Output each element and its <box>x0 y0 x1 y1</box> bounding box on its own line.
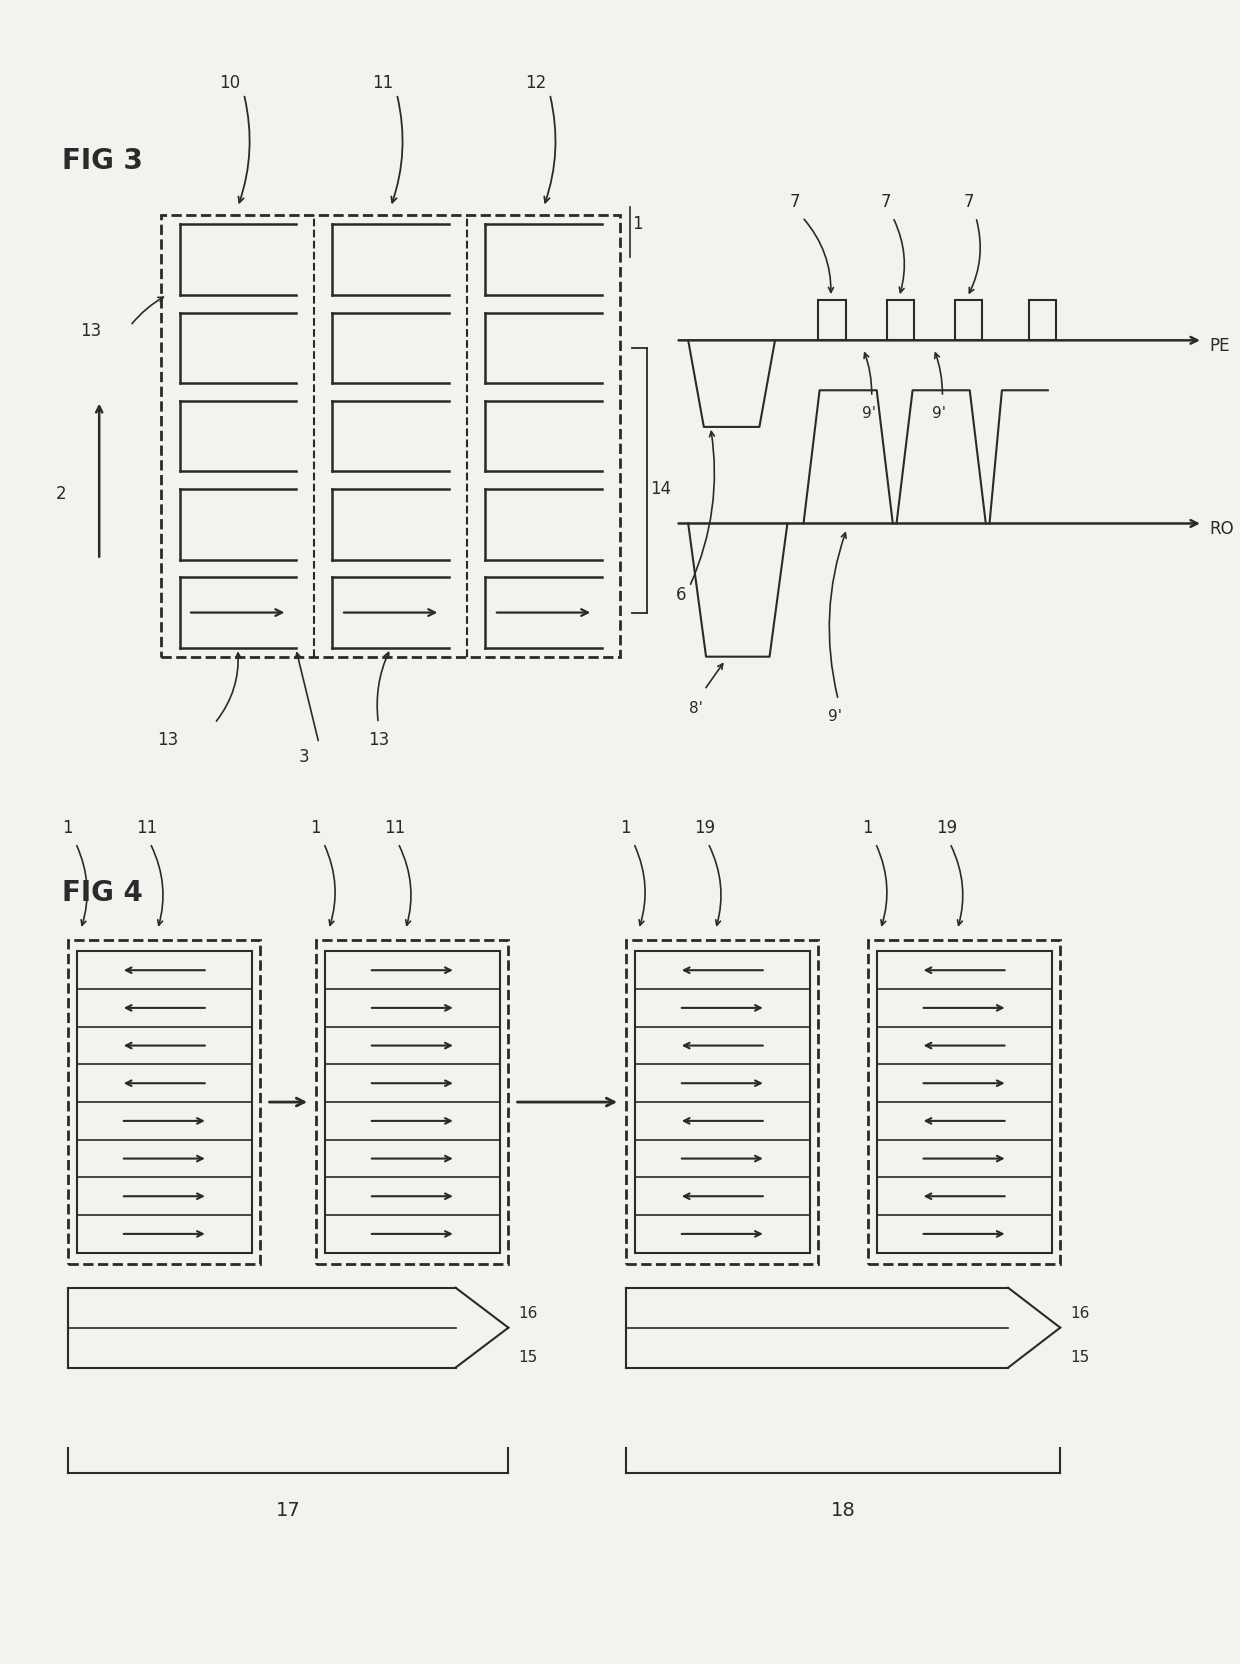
Text: 3: 3 <box>299 747 310 765</box>
Text: 9': 9' <box>828 709 842 724</box>
Text: 13: 13 <box>81 321 102 339</box>
Text: 17: 17 <box>275 1501 300 1519</box>
Text: FIG 3: FIG 3 <box>62 146 143 175</box>
Text: 13: 13 <box>367 730 389 749</box>
Text: 19: 19 <box>936 819 957 837</box>
Text: 9': 9' <box>932 406 946 421</box>
Bar <box>877 952 1052 1253</box>
Text: 18: 18 <box>831 1501 856 1519</box>
Text: 7: 7 <box>880 193 890 211</box>
Text: 1: 1 <box>632 215 644 233</box>
Text: 9': 9' <box>862 406 875 421</box>
Text: 11: 11 <box>136 819 157 837</box>
Text: 1: 1 <box>310 819 321 837</box>
Bar <box>68 940 260 1265</box>
Text: 11: 11 <box>372 73 393 92</box>
Bar <box>77 952 252 1253</box>
Text: 2: 2 <box>56 484 67 503</box>
Text: 8': 8' <box>689 701 703 716</box>
Text: 14: 14 <box>650 479 671 498</box>
Text: 1: 1 <box>862 819 873 837</box>
Text: 15: 15 <box>1070 1350 1090 1364</box>
Text: 12: 12 <box>525 73 546 92</box>
Text: 16: 16 <box>518 1305 538 1320</box>
Bar <box>626 940 818 1265</box>
Text: FIG 4: FIG 4 <box>62 879 143 907</box>
Bar <box>955 301 982 341</box>
Text: 1: 1 <box>620 819 631 837</box>
Text: 10: 10 <box>219 73 241 92</box>
Text: PE: PE <box>1209 336 1230 354</box>
Text: 7: 7 <box>790 193 800 211</box>
Text: RO: RO <box>1209 519 1234 537</box>
Text: 13: 13 <box>157 730 179 749</box>
Text: 19: 19 <box>694 819 715 837</box>
Text: 1: 1 <box>62 819 73 837</box>
Text: 16: 16 <box>1070 1305 1090 1320</box>
Bar <box>316 940 508 1265</box>
Bar <box>1029 301 1056 341</box>
Text: 7: 7 <box>963 193 973 211</box>
Text: 15: 15 <box>518 1350 538 1364</box>
Bar <box>635 952 810 1253</box>
Bar <box>887 301 914 341</box>
Bar <box>818 301 846 341</box>
Text: 11: 11 <box>384 819 405 837</box>
Bar <box>161 216 620 657</box>
Text: 6: 6 <box>676 586 686 604</box>
Bar <box>868 940 1060 1265</box>
Bar <box>325 952 500 1253</box>
